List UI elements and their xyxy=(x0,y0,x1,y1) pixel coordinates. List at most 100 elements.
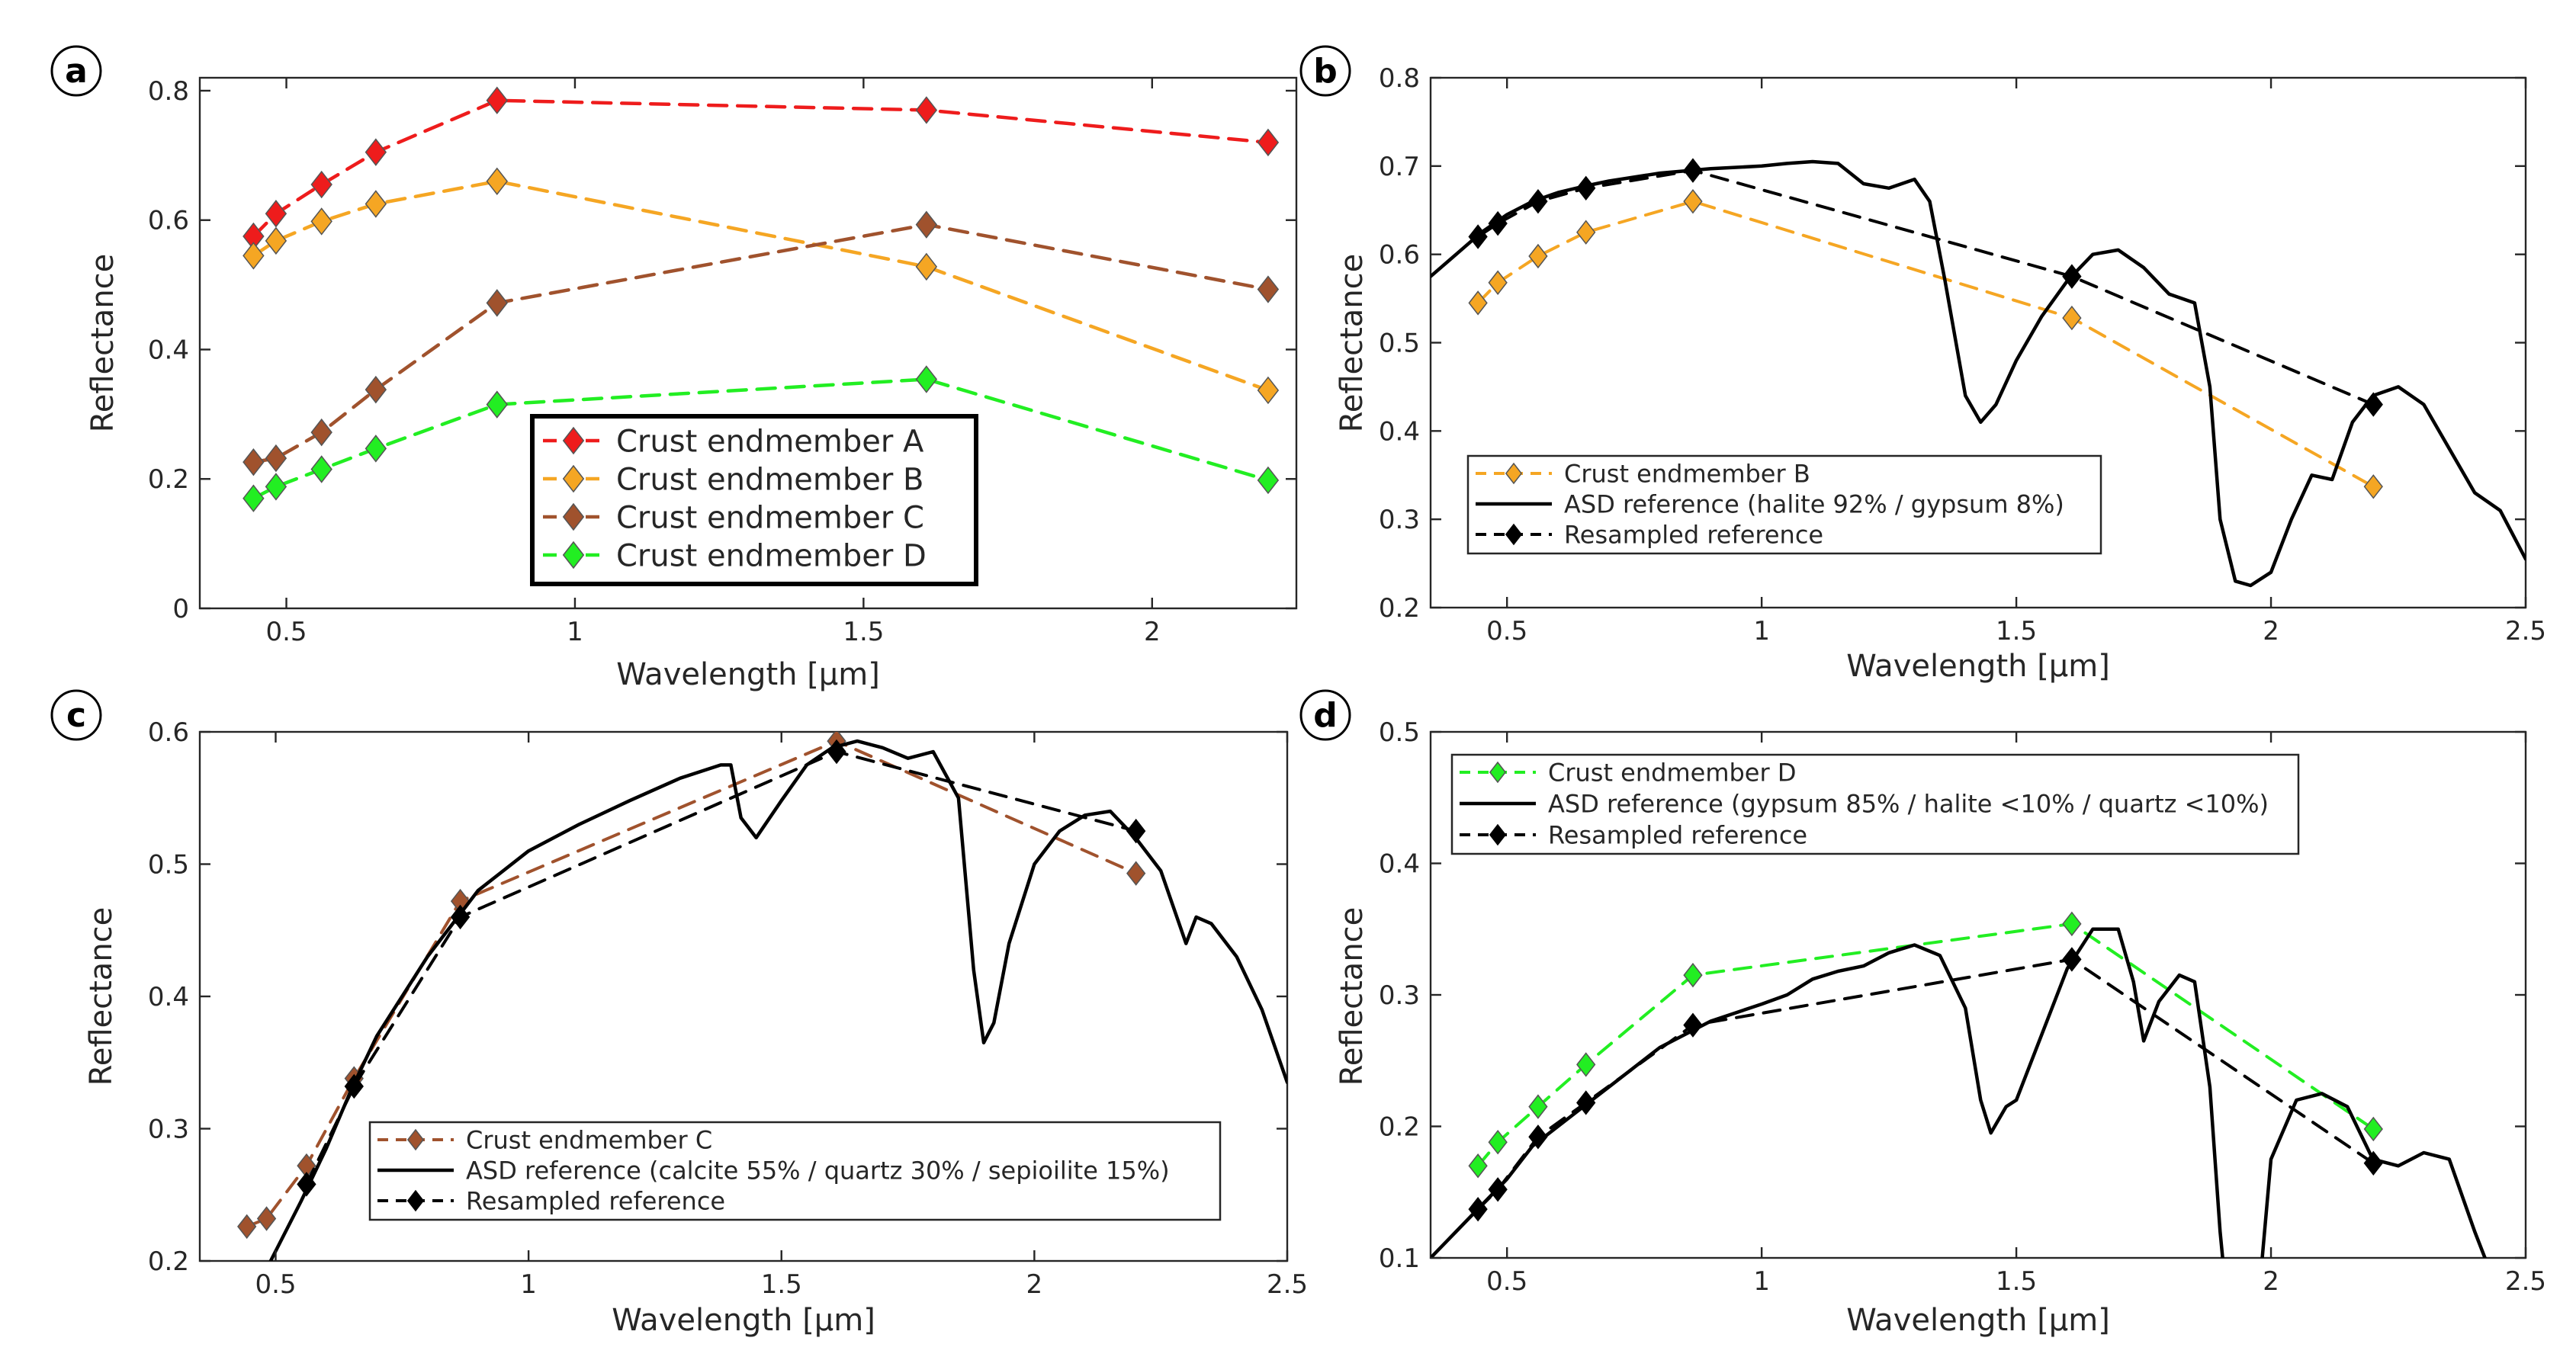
legend-label: ASD reference (gypsum 85% / halite <10% … xyxy=(1548,790,2269,819)
data-point xyxy=(915,96,938,124)
series-line xyxy=(1476,922,2375,1168)
data-point xyxy=(450,904,471,930)
x-tick-label: 1 xyxy=(1753,616,1770,646)
legend-label: Crust endmember D xyxy=(616,538,927,573)
data-point xyxy=(1576,220,1596,245)
legend-box xyxy=(530,414,978,586)
data-point xyxy=(310,170,332,199)
data-point xyxy=(486,167,508,196)
data-point xyxy=(297,1172,316,1197)
data-point xyxy=(1468,1196,1488,1222)
y-tick-label: 0.2 xyxy=(148,464,189,495)
y-tick-label: 0.7 xyxy=(1379,152,1420,182)
data-point xyxy=(1528,1124,1548,1150)
series-line xyxy=(252,98,1270,239)
y-tick-label: 0.8 xyxy=(1379,63,1420,94)
series-line xyxy=(304,750,1138,1186)
data-point xyxy=(1126,861,1146,886)
x-tick-label: 0.5 xyxy=(1486,1266,1527,1297)
data-point xyxy=(1576,175,1596,201)
legend-box xyxy=(1466,454,2102,555)
legend-label: Crust endmember B xyxy=(1564,460,1810,489)
data-point xyxy=(2062,305,2082,331)
data-point xyxy=(915,365,938,393)
data-point xyxy=(243,242,265,270)
y-tick-label: 0.6 xyxy=(148,206,189,236)
series-line xyxy=(252,179,1270,393)
legend-label: ASD reference (calcite 55% / quartz 30% … xyxy=(466,1156,1170,1185)
legend-label: Crust endmember C xyxy=(616,500,924,535)
data-point xyxy=(1488,1177,1508,1202)
x-tick-label: 1.5 xyxy=(761,1269,802,1300)
data-point xyxy=(1468,1153,1488,1179)
series-line xyxy=(1431,159,2526,588)
panel-c: c 0.5 1 1.5 2 2.5 0.2 0.3 0.4 0.5 0.6 Wavelength … xyxy=(50,689,1308,1338)
panel-letter-badge xyxy=(50,45,102,97)
x-tick-label: 2 xyxy=(2263,616,2279,646)
x-axis-label: Wavelength [µm] xyxy=(1846,649,2110,684)
data-point xyxy=(1488,1129,1508,1155)
data-point xyxy=(265,444,287,473)
data-point xyxy=(237,1214,257,1240)
legend-box xyxy=(368,1121,1222,1221)
data-point xyxy=(1683,1012,1703,1038)
data-point xyxy=(365,190,387,218)
legend-marker xyxy=(1489,823,1507,846)
data-point xyxy=(256,1206,277,1231)
y-tick-label: 0.3 xyxy=(148,1115,189,1145)
data-point xyxy=(1528,188,1548,214)
x-tick-label: 2 xyxy=(1026,1269,1043,1300)
data-point xyxy=(2062,911,2082,937)
data-point xyxy=(1683,158,1703,183)
data-point xyxy=(1257,128,1280,157)
data-point xyxy=(2363,474,2383,499)
series-line xyxy=(1431,927,2487,1258)
data-point xyxy=(365,435,387,463)
x-tick-label: 2.5 xyxy=(2505,616,2546,646)
x-axis-label: Wavelength [µm] xyxy=(616,657,880,692)
data-point xyxy=(310,207,332,236)
legend-label: Crust endmember A xyxy=(616,424,924,459)
y-tick-label: 0.4 xyxy=(1379,416,1420,447)
x-tick-label: 1 xyxy=(567,617,583,647)
data-point xyxy=(1488,270,1508,295)
data-point xyxy=(1683,962,1703,988)
y-tick-label: 0.1 xyxy=(1379,1243,1420,1274)
legend-label: Crust endmember C xyxy=(466,1126,712,1155)
data-point xyxy=(1126,818,1146,844)
y-tick-label: 0.3 xyxy=(1379,980,1420,1011)
data-point xyxy=(1468,224,1488,249)
data-point xyxy=(1257,376,1280,405)
data-point xyxy=(1576,1090,1596,1115)
panel-letter-badge xyxy=(1299,45,1351,97)
y-tick-label: 0.2 xyxy=(1379,1112,1420,1143)
y-tick-label: 0.5 xyxy=(1379,717,1420,748)
legend-label: Resampled reference xyxy=(1548,821,1807,850)
panel-a: a 0.5 1 1.5 200.20.40.60.8 Wavelength [µm] … xyxy=(50,45,1298,692)
data-point xyxy=(486,390,508,419)
x-axis-label: Wavelength [µm] xyxy=(612,1303,875,1338)
panel-letter: a xyxy=(65,52,88,91)
x-tick-label: 2.5 xyxy=(2505,1266,2546,1297)
data-point xyxy=(1488,210,1508,236)
data-point xyxy=(2062,264,2082,289)
legend-box xyxy=(1450,753,2300,855)
x-tick-label: 1.5 xyxy=(1996,1266,2037,1297)
data-point xyxy=(344,1073,364,1099)
data-point xyxy=(1576,1052,1596,1077)
data-point xyxy=(265,473,287,501)
x-tick-label: 0.5 xyxy=(255,1269,296,1300)
data-point xyxy=(310,455,332,483)
data-point xyxy=(1257,466,1280,495)
legend-marker xyxy=(406,1189,425,1212)
data-point xyxy=(915,252,938,281)
x-tick-label: 2.5 xyxy=(1267,1269,1308,1300)
y-tick-label: 0.6 xyxy=(148,717,189,748)
data-point xyxy=(365,138,387,166)
y-tick-label: 0.4 xyxy=(1379,849,1420,880)
panel-letter: c xyxy=(66,696,86,735)
panel-d: d 0.5 1 1.5 2 2.5 0.1 0.2 0.3 0.4 0.5 Wavelength … xyxy=(1299,689,2546,1338)
series-line xyxy=(1476,168,2375,406)
